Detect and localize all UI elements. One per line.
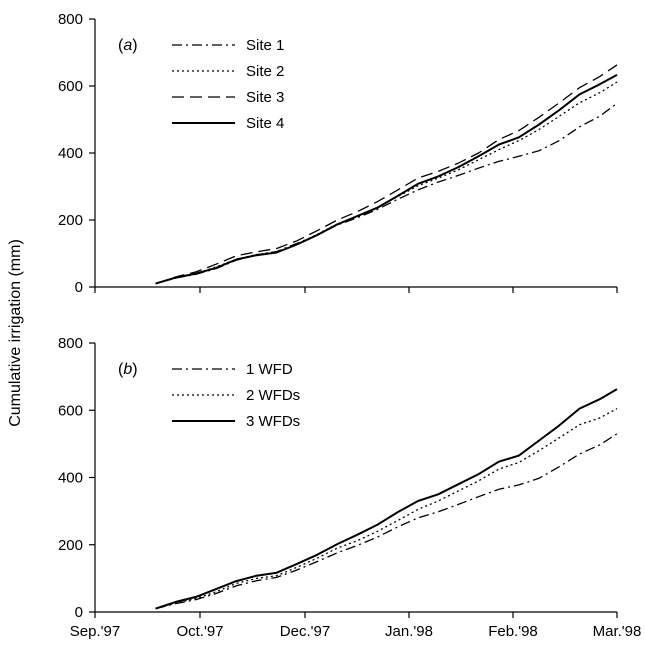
panel-a: 0 200 400 600 800 (a) Site 1 Site 2 Site 3 Site 4 [58,11,618,296]
series-line-2-wfds [155,408,618,610]
series-line-site-4 [155,74,618,285]
panel-label: (a) [118,37,138,54]
y-tick-label: 800 [58,335,83,352]
series-line-1-wfd [155,433,618,610]
legend-label: 1 WFD [246,361,293,378]
x-tick-label: Dec.'97 [280,623,330,640]
y-tick-label: 200 [58,537,83,554]
y-axis-label: Cumulative irrigation (mm) [7,239,24,427]
y-tick-label: 0 [75,604,83,621]
axis-frame [94,19,617,288]
series-line-site-2 [155,81,618,285]
x-tick-label: Mar.'98 [593,623,642,640]
y-tick-label: 0 [75,279,83,296]
x-tick-label: Oct.'97 [176,623,223,640]
legend-label: Site 1 [246,37,284,54]
axis-frame [94,343,617,613]
y-tick-label: 200 [58,212,83,229]
series-line-3-wfds [155,388,618,610]
legend-label: 2 WFDs [246,387,300,404]
legend-label: 3 WFDs [246,413,300,430]
x-tick-label: Sep.'97 [70,623,120,640]
legend-label: Site 2 [246,63,284,80]
y-tick-label: 400 [58,470,83,487]
y-tick-label: 600 [58,402,83,419]
y-tick-label: 800 [58,11,83,28]
panel-b: 0 200 400 600 800 Sep.'97 Oct.'97 Dec.'97 Jan.'9… [58,335,641,640]
x-tick-label: Jan.'98 [385,623,433,640]
panel-label: (b) [118,361,138,378]
series-line-site-3 [155,64,618,285]
legend-label: Site 4 [246,115,284,132]
series-line-site-1 [155,102,618,285]
y-tick-label: 400 [58,145,83,162]
legend-label: Site 3 [246,89,284,106]
x-tick-label: Feb.'98 [488,623,538,640]
y-tick-label: 600 [58,78,83,95]
